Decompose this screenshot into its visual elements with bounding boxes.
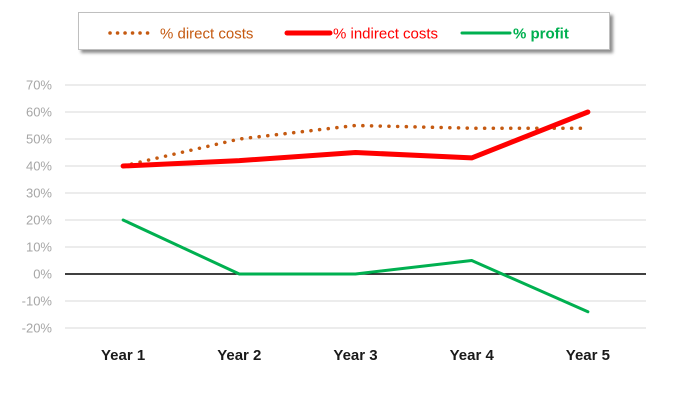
series-group — [120, 109, 591, 314]
y-axis-ticks: 70% 60% 50% 40% 30% 20% 10% 0% -10% -20% — [22, 78, 53, 336]
y-tick-label: 0% — [33, 267, 52, 282]
legend-label: % direct costs — [160, 26, 253, 43]
y-tick-label: 50% — [26, 132, 52, 147]
y-tick-label: 20% — [26, 213, 52, 228]
series-line-1 — [121, 123, 590, 168]
x-tick-label: Year 4 — [450, 347, 495, 364]
y-tick-label: -20% — [22, 321, 53, 336]
legend-label: % indirect costs — [333, 26, 438, 43]
legend-box — [78, 12, 610, 50]
gridlines — [65, 84, 646, 329]
legend-label: % profit — [513, 26, 569, 43]
x-tick-label: Year 5 — [566, 347, 610, 364]
x-tick-label: Year 1 — [101, 347, 145, 364]
legend: % direct costs % indirect costs % profit — [108, 26, 569, 43]
y-tick-label: -10% — [22, 294, 53, 309]
series-line-3 — [121, 218, 590, 314]
y-tick-label: 70% — [26, 78, 52, 93]
y-tick-label: 10% — [26, 240, 52, 255]
y-tick-label: 60% — [26, 105, 52, 120]
x-axis-ticks: Year 1 Year 2 Year 3 Year 4 Year 5 — [101, 347, 610, 364]
x-tick-label: Year 2 — [217, 347, 261, 364]
y-tick-label: 30% — [26, 186, 52, 201]
y-tick-label: 40% — [26, 159, 52, 174]
x-tick-label: Year 3 — [333, 347, 377, 364]
